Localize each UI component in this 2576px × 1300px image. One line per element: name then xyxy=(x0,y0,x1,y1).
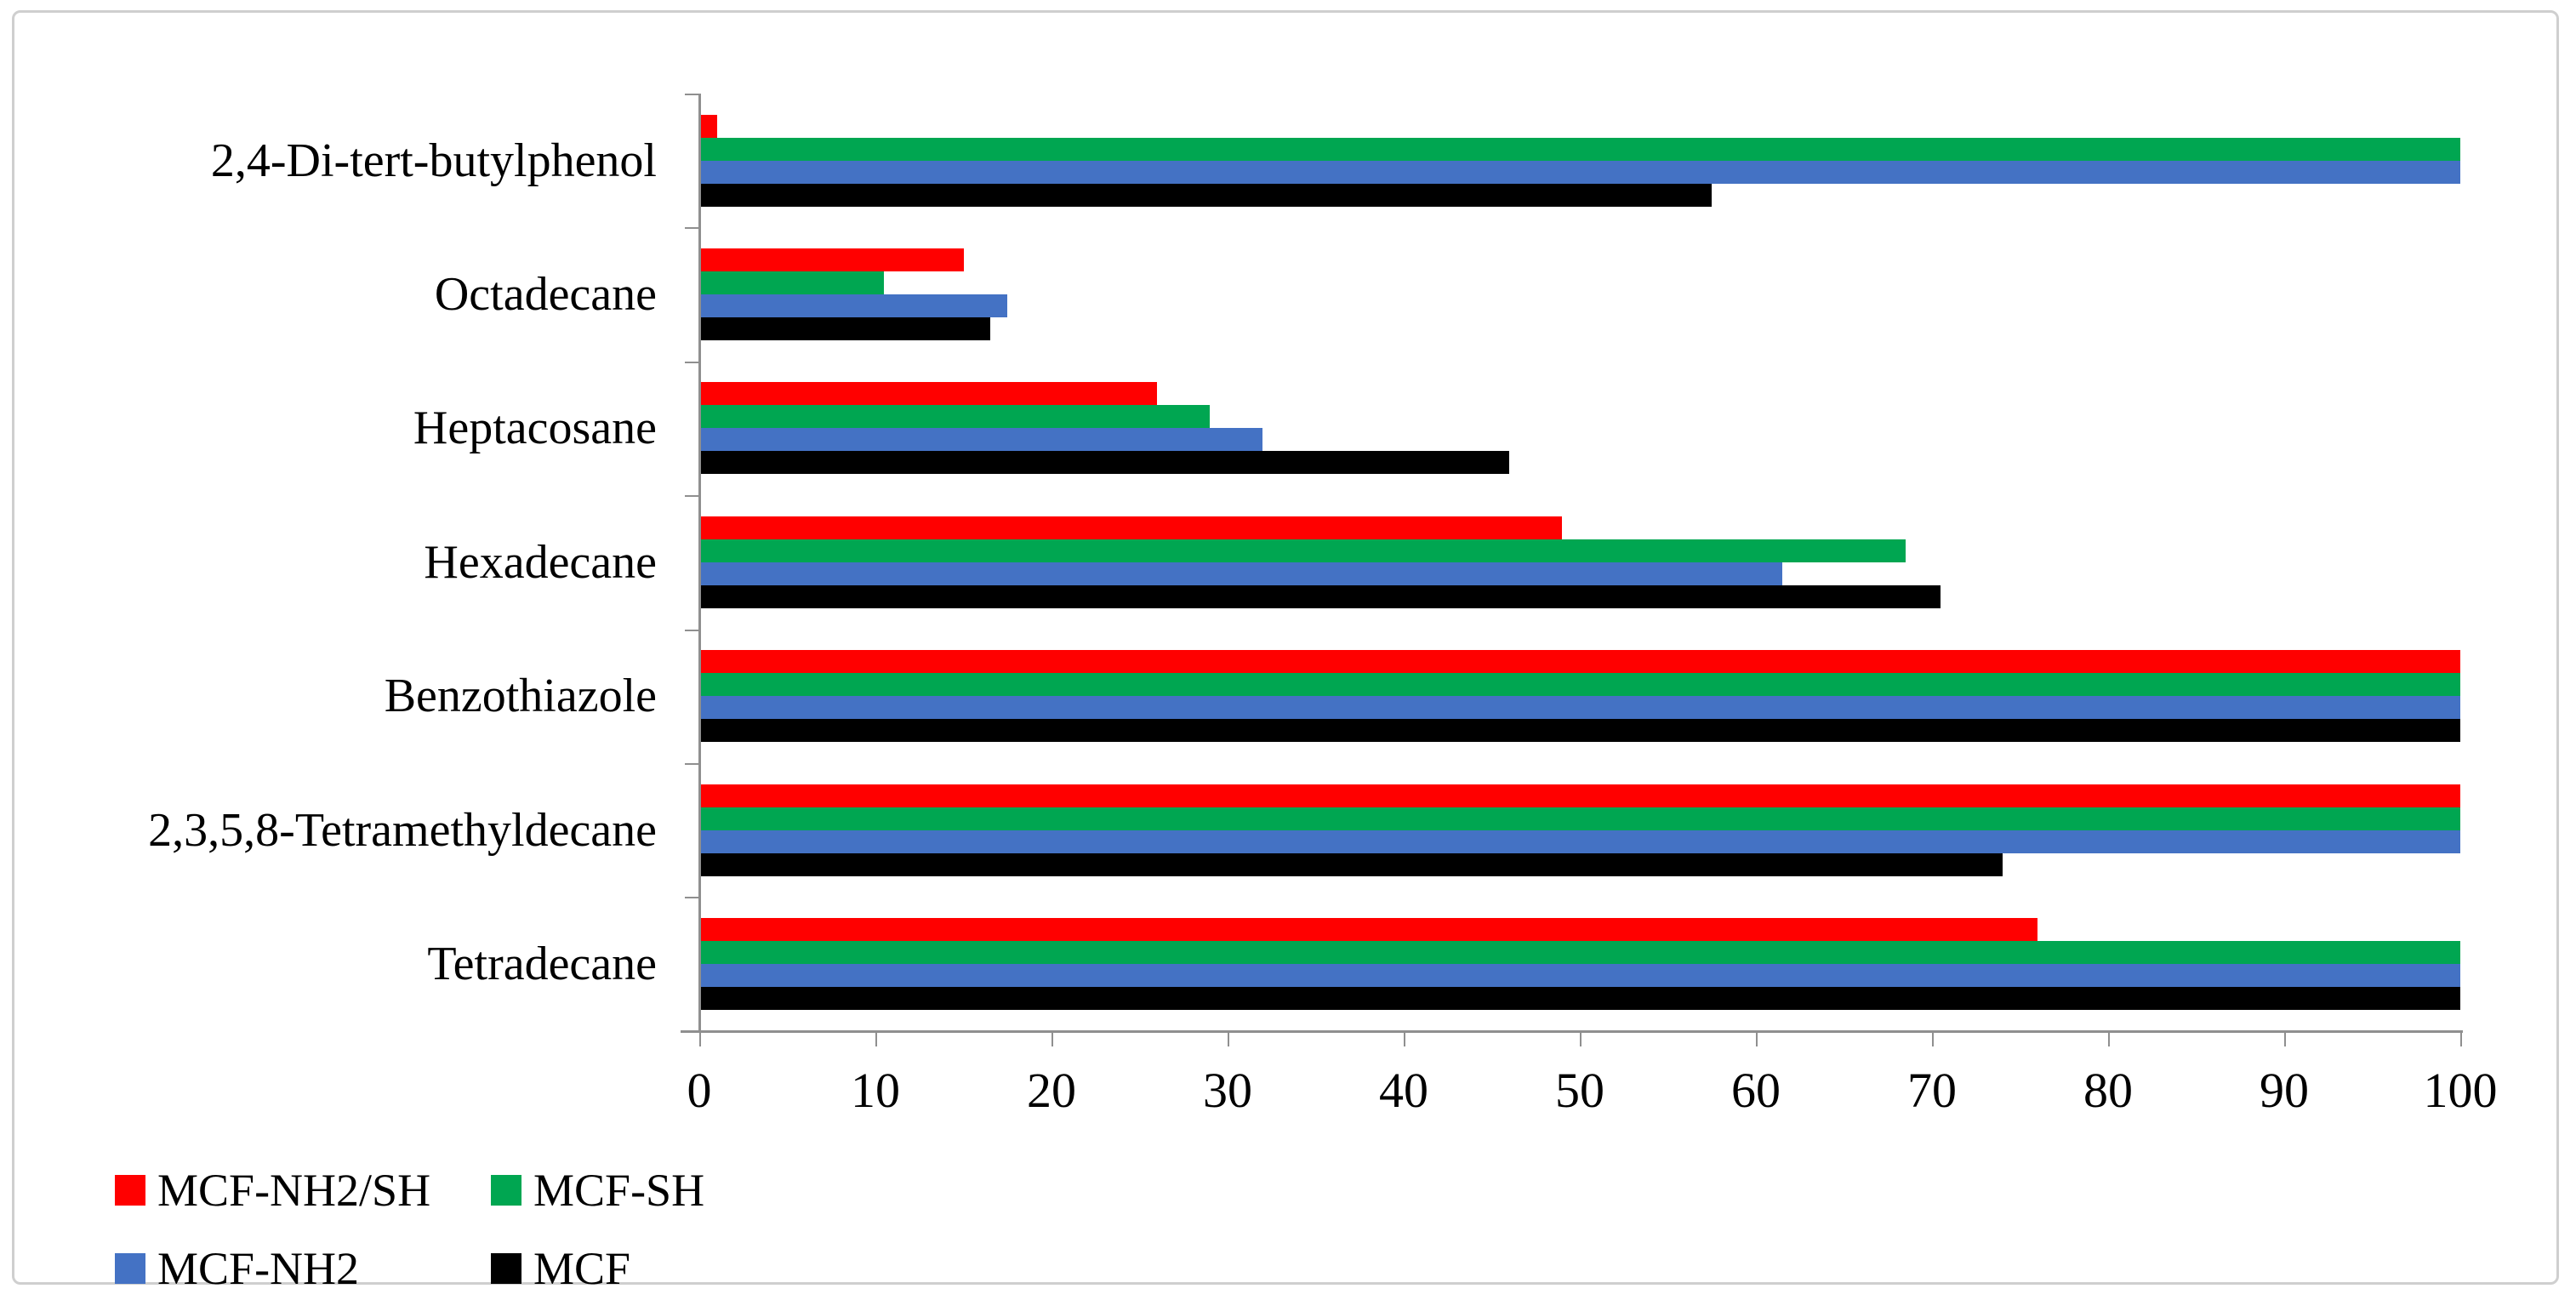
x-axis-tick-label: 100 xyxy=(2423,1063,2498,1118)
bar-mcf-sh xyxy=(699,539,1906,562)
bar-mcf-sh xyxy=(699,673,2460,697)
legend-swatch-icon xyxy=(115,1175,145,1206)
bar-mcf-nh2 xyxy=(699,294,1008,318)
bar-mcf-nh2 xyxy=(699,830,2460,853)
legend-swatch-icon xyxy=(491,1253,521,1284)
bar-mcf-nh2-sh xyxy=(699,650,2460,674)
y-axis-tick xyxy=(685,629,699,631)
x-axis-tick xyxy=(1051,1033,1053,1046)
y-axis-tick xyxy=(685,361,699,363)
bar-mcf xyxy=(699,584,1941,608)
y-axis-tick xyxy=(685,1030,699,1033)
category-bar-group xyxy=(699,362,2460,495)
category-label: Hexadecane xyxy=(424,535,657,589)
x-axis-tick xyxy=(2460,1033,2462,1046)
legend-swatch-icon xyxy=(115,1253,145,1284)
category-label: 2,3,5,8-Tetramethyldecane xyxy=(148,803,657,857)
legend-row: MCF-NH2 MCF xyxy=(115,1229,867,1300)
category-label: Octadecane xyxy=(434,268,657,322)
category-label: Heptacosane xyxy=(413,402,657,455)
category-row: 2,4-Di-tert-butylphenol xyxy=(14,94,2465,227)
x-axis-tick-label: 70 xyxy=(1907,1063,1957,1118)
x-axis-tick xyxy=(1756,1033,1758,1046)
bar-mcf-nh2-sh xyxy=(699,516,1563,539)
x-axis-tick xyxy=(1228,1033,1229,1046)
legend-item-mcf-sh: MCF-SH xyxy=(491,1167,867,1213)
x-axis-tick xyxy=(2108,1033,2110,1046)
x-axis-tick-label: 90 xyxy=(2260,1063,2309,1118)
y-axis-tick xyxy=(685,495,699,498)
x-axis-tick xyxy=(699,1033,701,1046)
bar-mcf-nh2 xyxy=(699,964,2460,988)
bar-mcf-sh xyxy=(699,271,885,295)
bar-mcf-nh2 xyxy=(699,160,2460,184)
legend-item-mcf-nh2: MCF-NH2 xyxy=(115,1246,491,1291)
category-row: Octadecane xyxy=(14,227,2465,361)
legend-label: MCF-NH2 xyxy=(157,1243,360,1294)
bar-mcf-sh xyxy=(699,405,1211,429)
bar-mcf xyxy=(699,987,2460,1011)
bar-mcf xyxy=(699,317,990,341)
x-axis-tick-label: 60 xyxy=(1731,1063,1781,1118)
bar-mcf-sh xyxy=(699,941,2460,965)
y-axis-tick xyxy=(685,227,699,230)
bar-mcf-nh2-sh xyxy=(699,784,2460,807)
category-row: Tetradecane xyxy=(14,897,2465,1030)
chart-frame: 2,4-Di-tert-butylphenol Octadecane Heptaco… xyxy=(12,10,2559,1291)
x-axis-tick-label: 80 xyxy=(2083,1063,2133,1118)
legend-label: MCF-SH xyxy=(533,1165,705,1216)
bar-mcf-nh2-sh xyxy=(699,114,717,138)
bar-mcf-sh xyxy=(699,137,2460,161)
bar-mcf xyxy=(699,183,1713,207)
category-bar-group xyxy=(699,495,2460,629)
x-axis-tick xyxy=(1932,1033,1934,1046)
category-bar-group xyxy=(699,897,2460,1030)
category-bar-group xyxy=(699,94,2460,227)
x-axis-tick-label: 40 xyxy=(1379,1063,1428,1118)
category-label: Tetradecane xyxy=(427,938,657,991)
x-axis-tick xyxy=(1404,1033,1405,1046)
category-row: Benzothiazole xyxy=(14,630,2465,763)
bar-mcf xyxy=(699,719,2460,743)
y-axis-tick xyxy=(685,897,699,899)
x-axis-tick xyxy=(875,1033,877,1046)
legend-swatch-icon xyxy=(491,1175,521,1206)
x-axis-tick xyxy=(1580,1033,1582,1046)
bar-mcf xyxy=(699,852,2003,876)
bar-mcf-nh2 xyxy=(699,562,1783,585)
category-label: Benzothiazole xyxy=(384,670,657,723)
category-row: Heptacosane xyxy=(14,362,2465,495)
legend-item-mcf-nh2-sh: MCF-NH2/SH xyxy=(115,1167,491,1213)
bar-mcf xyxy=(699,451,1510,475)
category-row: Hexadecane xyxy=(14,495,2465,629)
legend: MCF-NH2/SH MCF-SH MCF-NH2 MCF xyxy=(115,1151,867,1300)
category-label: 2,4-Di-tert-butylphenol xyxy=(210,134,657,187)
bar-mcf-sh xyxy=(699,807,2460,830)
x-axis-tick-label: 10 xyxy=(851,1063,900,1118)
bar-mcf-nh2 xyxy=(699,428,1263,452)
legend-label: MCF xyxy=(533,1243,631,1294)
bar-mcf-nh2-sh xyxy=(699,248,964,272)
y-axis-line xyxy=(698,94,701,1033)
y-axis-tick xyxy=(685,763,699,765)
x-axis-line xyxy=(681,1030,2463,1033)
category-bar-group xyxy=(699,763,2460,897)
bar-mcf-nh2-sh xyxy=(699,382,1158,406)
y-axis-tick xyxy=(685,94,699,95)
category-bar-group xyxy=(699,630,2460,763)
bar-mcf-nh2 xyxy=(699,696,2460,720)
x-axis-tick-label: 0 xyxy=(687,1063,712,1118)
legend-label: MCF-NH2/SH xyxy=(157,1165,431,1216)
x-axis-tick xyxy=(2284,1033,2286,1046)
category-bar-group xyxy=(699,227,2460,361)
x-axis-tick-label: 30 xyxy=(1203,1063,1252,1118)
category-row: 2,3,5,8-Tetramethyldecane xyxy=(14,763,2465,897)
legend-item-mcf: MCF xyxy=(491,1246,867,1291)
plot-area: 2,4-Di-tert-butylphenol Octadecane Heptaco… xyxy=(14,94,2465,1031)
x-axis-tick-label: 20 xyxy=(1027,1063,1076,1118)
legend-row: MCF-NH2/SH MCF-SH xyxy=(115,1151,867,1229)
x-axis-tick-label: 50 xyxy=(1555,1063,1604,1118)
bar-mcf-nh2-sh xyxy=(699,918,2038,942)
